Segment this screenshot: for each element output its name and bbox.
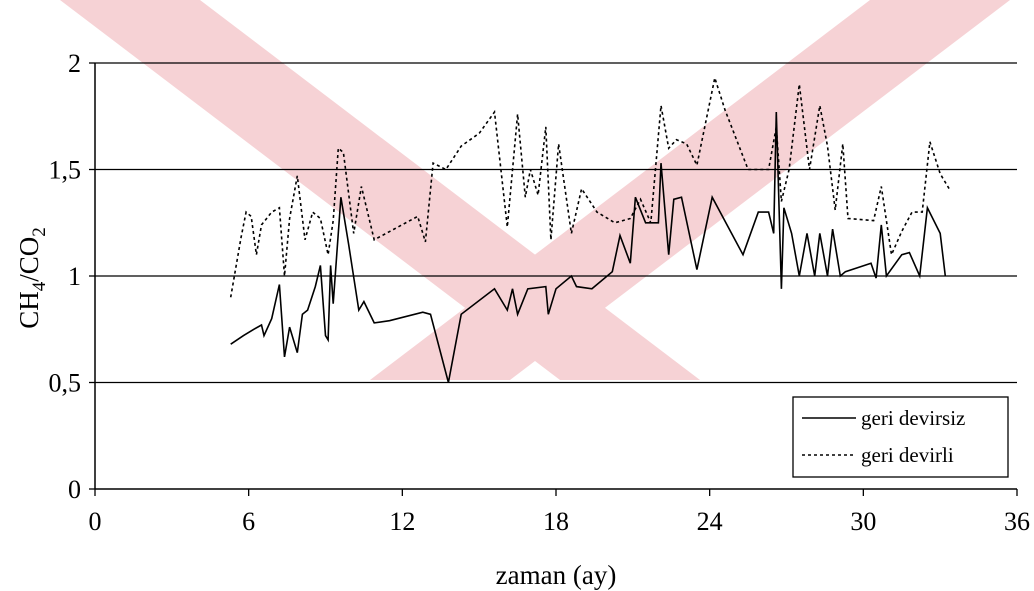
watermark-stroke-a — [60, 0, 700, 380]
legend-label-geri-devirsiz: geri devirsiz — [861, 406, 965, 430]
y-axis-label-text: CH4/CO2 — [14, 227, 50, 329]
legend: geri devirsiz geri devirli — [792, 396, 1009, 478]
x-tick-label-6: 36 — [1004, 507, 1030, 536]
y-axis-label-sub1: 4 — [29, 281, 50, 291]
x-axis-label-text: zaman (ay) — [496, 560, 617, 590]
x-tick-label-5: 30 — [850, 507, 876, 536]
legend-box — [792, 396, 1009, 478]
data-series — [229, 74, 952, 383]
watermark-stroke-b — [370, 0, 1010, 380]
watermark-x-logo — [60, 0, 1010, 380]
y-tick-label-1: 0,5 — [49, 369, 82, 398]
x-axis-label: zaman (ay) — [496, 560, 617, 590]
y-tick-label-4: 2 — [68, 49, 81, 78]
horizontal-gridlines — [95, 62, 1017, 384]
series-line-geri-devirli — [229, 74, 952, 298]
y-axis-label-mid: /CO — [14, 237, 44, 282]
y-tick-label-3: 1,5 — [49, 156, 82, 185]
y-tick-label-0: 0 — [68, 475, 81, 504]
series-line-geri-devirsiz — [230, 111, 947, 383]
legend-label-geri-devirli: geri devirli — [861, 443, 954, 467]
x-tick-label-3: 18 — [543, 507, 569, 536]
x-tick-label-1: 6 — [242, 507, 255, 536]
x-tick-label-0: 0 — [89, 507, 102, 536]
x-tick-label-4: 24 — [697, 507, 723, 536]
y-axis-label-main: CH — [14, 291, 44, 329]
y-axis-label: CH4/CO2 — [14, 227, 50, 329]
y-axis-label-sub2: 2 — [29, 227, 50, 237]
x-tick-label-2: 12 — [389, 507, 415, 536]
y-tick-label-2: 1 — [68, 262, 81, 291]
tick-marks: 0 0,5 1 1,5 2 0 6 12 18 24 30 36 — [49, 49, 1031, 536]
